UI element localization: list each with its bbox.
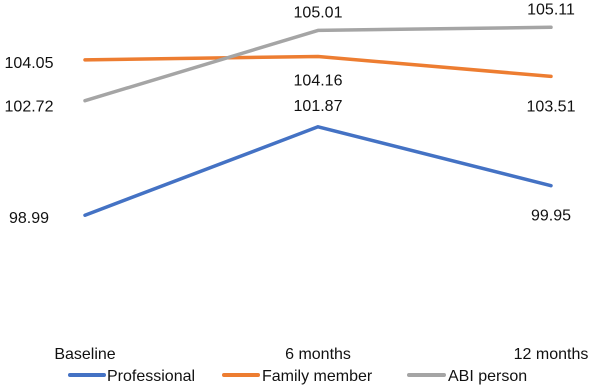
x-tick-label-1: 6 months: [285, 346, 351, 363]
x-tick-label-0: Baseline: [54, 346, 115, 363]
legend-label-abi-person: ABI person: [448, 368, 527, 385]
data-label-family-member-1: 104.16: [294, 73, 343, 90]
data-label-professional-1: 101.87: [294, 98, 343, 115]
legend-label-family-member: Family member: [262, 368, 373, 385]
series-line-abi-person: [83, 25, 553, 103]
x-tick-label-2: 12 months: [514, 346, 589, 363]
data-label-professional-0: 98.99: [9, 210, 49, 227]
data-label-abi-person-0: 102.72: [5, 99, 54, 116]
data-label-abi-person-2: 105.11: [527, 1, 575, 18]
legend-label-professional: Professional: [107, 368, 195, 385]
data-label-family-member-2: 103.51: [527, 98, 576, 115]
series-line-family-member: [83, 54, 553, 79]
data-label-professional-2: 99.95: [531, 208, 571, 225]
data-label-family-member-0: 104.05: [5, 55, 54, 72]
data-label-abi-person-1: 105.01: [294, 4, 343, 21]
series-line-professional: [83, 125, 553, 217]
